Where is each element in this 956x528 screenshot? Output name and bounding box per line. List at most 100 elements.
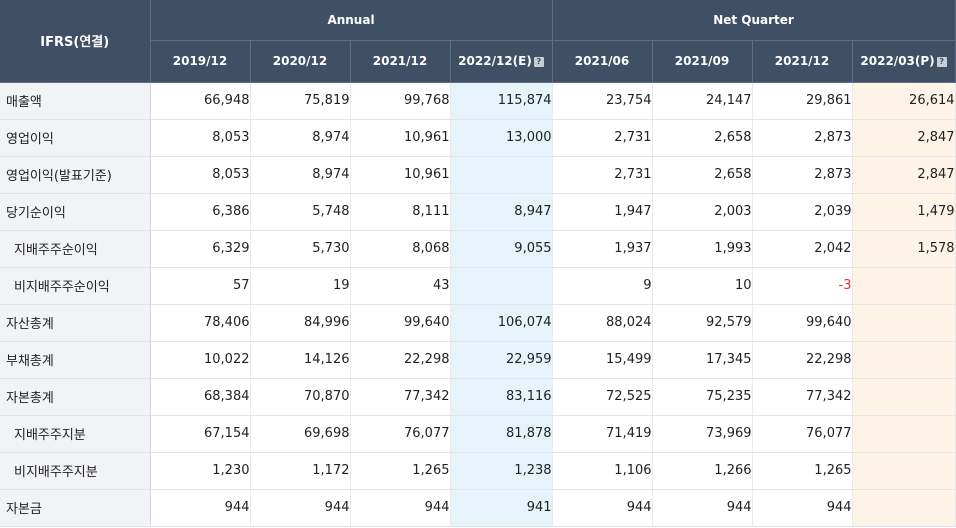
value-cell: 8,974 — [250, 156, 351, 194]
value-cell: 5,748 — [250, 193, 351, 231]
value-cell: 2,042 — [752, 230, 853, 268]
value-cell: 75,819 — [250, 82, 351, 120]
value-cell: 66,948 — [150, 82, 251, 120]
value-cell: 1,993 — [652, 230, 753, 268]
table-row: 당기순이익 6,386 5,748 8,111 8,947 1,947 2,00… — [0, 193, 956, 231]
value-cell: 941 — [450, 489, 553, 527]
value-cell: 24,147 — [652, 82, 753, 120]
value-cell: 2,658 — [652, 156, 753, 194]
table-row: 영업이익 8,053 8,974 10,961 13,000 2,731 2,6… — [0, 119, 956, 157]
value-cell: 1,266 — [652, 452, 753, 490]
table-row: 매출액 66,948 75,819 99,768 115,874 23,754 … — [0, 82, 956, 120]
value-cell: 944 — [552, 489, 653, 527]
value-cell: 70,870 — [250, 378, 351, 416]
value-cell: 1,238 — [450, 452, 553, 490]
value-cell: 22,298 — [752, 341, 853, 379]
value-cell: 77,342 — [350, 378, 451, 416]
value-cell: 23,754 — [552, 82, 653, 120]
value-cell: 944 — [350, 489, 451, 527]
row-label: 부채총계 — [0, 341, 151, 379]
value-cell — [852, 304, 956, 342]
value-cell: 99,768 — [350, 82, 451, 120]
value-cell: 75,235 — [652, 378, 753, 416]
period-header-2022-12-estimate: 2022/12(E)? — [450, 40, 553, 83]
value-cell: 57 — [150, 267, 251, 305]
period-header-2021-06: 2021/06 — [552, 40, 653, 83]
table-row: 영업이익(발표기준) 8,053 8,974 10,961 2,731 2,65… — [0, 156, 956, 194]
table-row: 자본총계 68,384 70,870 77,342 83,116 72,525 … — [0, 378, 956, 416]
value-cell: 10,022 — [150, 341, 251, 379]
value-cell: 92,579 — [652, 304, 753, 342]
value-cell: 2,873 — [752, 119, 853, 157]
value-cell: 10,961 — [350, 119, 451, 157]
period-header-2020-12: 2020/12 — [250, 40, 351, 83]
value-cell: 9,055 — [450, 230, 553, 268]
row-label: 지배주주지분 — [0, 415, 151, 453]
value-cell: 22,959 — [450, 341, 553, 379]
value-cell: 2,847 — [852, 156, 956, 194]
row-label: 비지배주주지분 — [0, 452, 151, 490]
value-cell: 13,000 — [450, 119, 553, 157]
value-cell: 1,937 — [552, 230, 653, 268]
value-cell: 944 — [250, 489, 351, 527]
value-cell: 115,874 — [450, 82, 553, 120]
value-cell — [852, 452, 956, 490]
value-cell: 1,265 — [752, 452, 853, 490]
value-cell: 8,068 — [350, 230, 451, 268]
value-cell: 68,384 — [150, 378, 251, 416]
value-cell: 1,106 — [552, 452, 653, 490]
table-row: 비지배주주순이익 57 19 43 9 10 -3 — [0, 267, 956, 305]
value-cell: 2,658 — [652, 119, 753, 157]
value-cell — [852, 341, 956, 379]
value-cell: 76,077 — [350, 415, 451, 453]
value-cell: 15,499 — [552, 341, 653, 379]
value-cell: 84,996 — [250, 304, 351, 342]
value-cell: 99,640 — [350, 304, 451, 342]
value-cell: 106,074 — [450, 304, 553, 342]
row-label: 영업이익(발표기준) — [0, 156, 151, 194]
table-row: 지배주주순이익 6,329 5,730 8,068 9,055 1,937 1,… — [0, 230, 956, 268]
value-cell: 6,386 — [150, 193, 251, 231]
value-cell: 26,614 — [852, 82, 956, 120]
quarter-group-header: Net Quarter — [552, 0, 956, 41]
value-cell: 8,974 — [250, 119, 351, 157]
value-cell: 71,419 — [552, 415, 653, 453]
value-cell: 81,878 — [450, 415, 553, 453]
value-cell: 78,406 — [150, 304, 251, 342]
value-cell: 2,873 — [752, 156, 853, 194]
value-cell: 2,039 — [752, 193, 853, 231]
value-cell: 29,861 — [752, 82, 853, 120]
value-cell: 67,154 — [150, 415, 251, 453]
value-cell: 944 — [150, 489, 251, 527]
value-cell: 944 — [652, 489, 753, 527]
row-label: 비지배주주순이익 — [0, 267, 151, 305]
row-label: 자본총계 — [0, 378, 151, 416]
value-cell: 1,479 — [852, 193, 956, 231]
help-icon[interactable]: ? — [936, 57, 947, 67]
value-cell: 14,126 — [250, 341, 351, 379]
value-cell: 1,265 — [350, 452, 451, 490]
value-cell: 5,730 — [250, 230, 351, 268]
value-cell: 88,024 — [552, 304, 653, 342]
table-row: 자본금 944 944 944 941 944 944 944 — [0, 489, 956, 527]
help-icon[interactable]: ? — [533, 57, 544, 67]
value-cell: 83,116 — [450, 378, 553, 416]
value-cell: 8,111 — [350, 193, 451, 231]
row-label: 자본금 — [0, 489, 151, 527]
period-header-2022-03-provisional: 2022/03(P)? — [852, 40, 956, 83]
value-cell — [852, 489, 956, 527]
value-cell: 1,947 — [552, 193, 653, 231]
value-cell: 9 — [552, 267, 653, 305]
value-cell: 1,172 — [250, 452, 351, 490]
value-cell: 99,640 — [752, 304, 853, 342]
corner-header: IFRS(연결) — [0, 0, 151, 83]
value-cell: 2,731 — [552, 156, 653, 194]
value-cell: 2,003 — [652, 193, 753, 231]
value-cell: 17,345 — [652, 341, 753, 379]
table-row: 부채총계 10,022 14,126 22,298 22,959 15,499 … — [0, 341, 956, 379]
value-cell — [450, 156, 553, 194]
value-cell: 6,329 — [150, 230, 251, 268]
value-cell: 72,525 — [552, 378, 653, 416]
table-row: 지배주주지분 67,154 69,698 76,077 81,878 71,41… — [0, 415, 956, 453]
